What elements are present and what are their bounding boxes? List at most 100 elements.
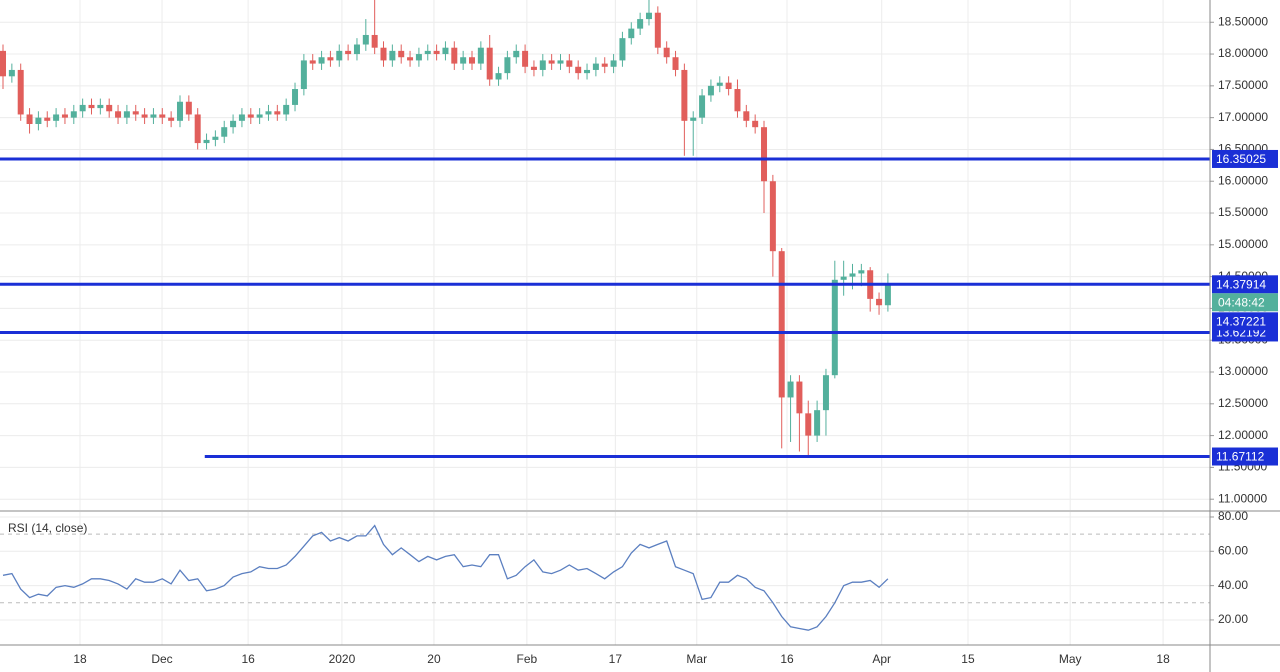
candle-body [601,63,608,67]
y-tick-label: 13.00000 [1218,364,1268,378]
candle-body [292,89,299,105]
candle-body [141,114,148,118]
candle-body [44,117,51,121]
candle-body [115,111,122,118]
candle-body [814,410,821,436]
y-tick-label: 18.00000 [1218,46,1268,60]
price-label: 16.35025 [1216,152,1266,166]
candle-body [654,12,661,48]
candle-body [424,50,431,55]
candle-body [575,66,582,74]
candle-body [486,47,493,80]
candle-body [159,114,166,118]
y-tick-label: 12.50000 [1218,396,1268,410]
candle-body [362,34,369,45]
candle-body [194,114,201,144]
x-tick-label: May [1059,652,1082,666]
candle-body [35,117,42,125]
candle-body [123,111,130,118]
candle-body [690,117,697,121]
candle-body [97,104,104,109]
last-price: 14.37221 [1216,314,1266,328]
x-tick-label: Mar [686,652,707,666]
price-label-box [1212,275,1278,294]
candle-body [469,57,476,64]
candle-body [699,95,706,118]
candle-body [840,276,847,280]
candle-body [185,101,192,115]
candle-body [778,251,785,398]
candle-body [389,50,396,61]
candle-body [849,273,856,277]
candle-body [17,69,24,115]
x-tick-label: 15 [961,652,975,666]
candle-body [380,47,387,61]
candle-body [796,381,803,414]
candle-body [566,60,573,67]
candle-body [345,50,352,55]
x-tick-label: 2020 [329,652,356,666]
candle-body [309,60,316,64]
y-tick-label: 12.00000 [1218,428,1268,442]
x-tick-label: 16 [241,652,255,666]
candle-body [203,139,210,144]
candle-body [150,114,157,118]
price-label: 14.37914 [1216,277,1266,291]
candle-body [79,104,86,112]
y-tick-label: 17.50000 [1218,78,1268,92]
candle-body [283,104,290,115]
candle-body [238,114,245,121]
candle-body [672,57,679,70]
x-tick-label: 16 [780,652,794,666]
candle-body [707,85,714,96]
candle-body [513,50,520,58]
price-label-box [1212,149,1278,168]
candle-body [176,101,183,121]
countdown-box [1212,293,1278,312]
candle-body [398,50,405,58]
rsi-line [2,524,889,631]
candle-body [221,127,228,137]
x-tick-label: Feb [517,652,538,666]
price-label: 11.67112 [1216,450,1265,464]
x-tick-label: 18 [73,652,87,666]
candle-body [212,136,219,140]
y-tick-label: 18.50000 [1218,14,1268,28]
candle-body [318,57,325,64]
candle-body [451,47,458,64]
candle-body [70,111,77,118]
candle-body [734,89,741,112]
candle-body [336,50,343,61]
last-price-box [1212,312,1278,331]
candle-body [663,47,670,58]
candle-body [619,38,626,61]
countdown: 04:48:42 [1218,295,1265,309]
candle-body [327,57,334,61]
candle-body [168,117,175,121]
candle-body [256,114,263,118]
y-tick-label: 40.00 [1218,578,1248,592]
candle-body [442,47,449,55]
candle-body [522,50,529,67]
candle-body [504,57,511,74]
candle-body [628,28,635,39]
candle-body [637,19,644,29]
x-tick-label: 20 [427,652,441,666]
indicator-title: RSI (14, close) [8,521,87,535]
candle-body [557,60,564,64]
candle-body [0,50,7,77]
candle-body [539,60,546,70]
y-tick-label: 15.00000 [1218,237,1268,251]
candle-body [230,120,237,128]
candle-body [743,111,750,121]
candle-body [716,82,723,86]
candle-body [752,120,759,128]
candle-body [53,114,60,121]
candle-body [681,69,688,121]
candle-body [26,114,33,125]
x-tick-label: 18 [1156,652,1170,666]
candle-body [353,44,360,55]
candle-body [610,60,617,67]
candle-body [88,104,95,109]
